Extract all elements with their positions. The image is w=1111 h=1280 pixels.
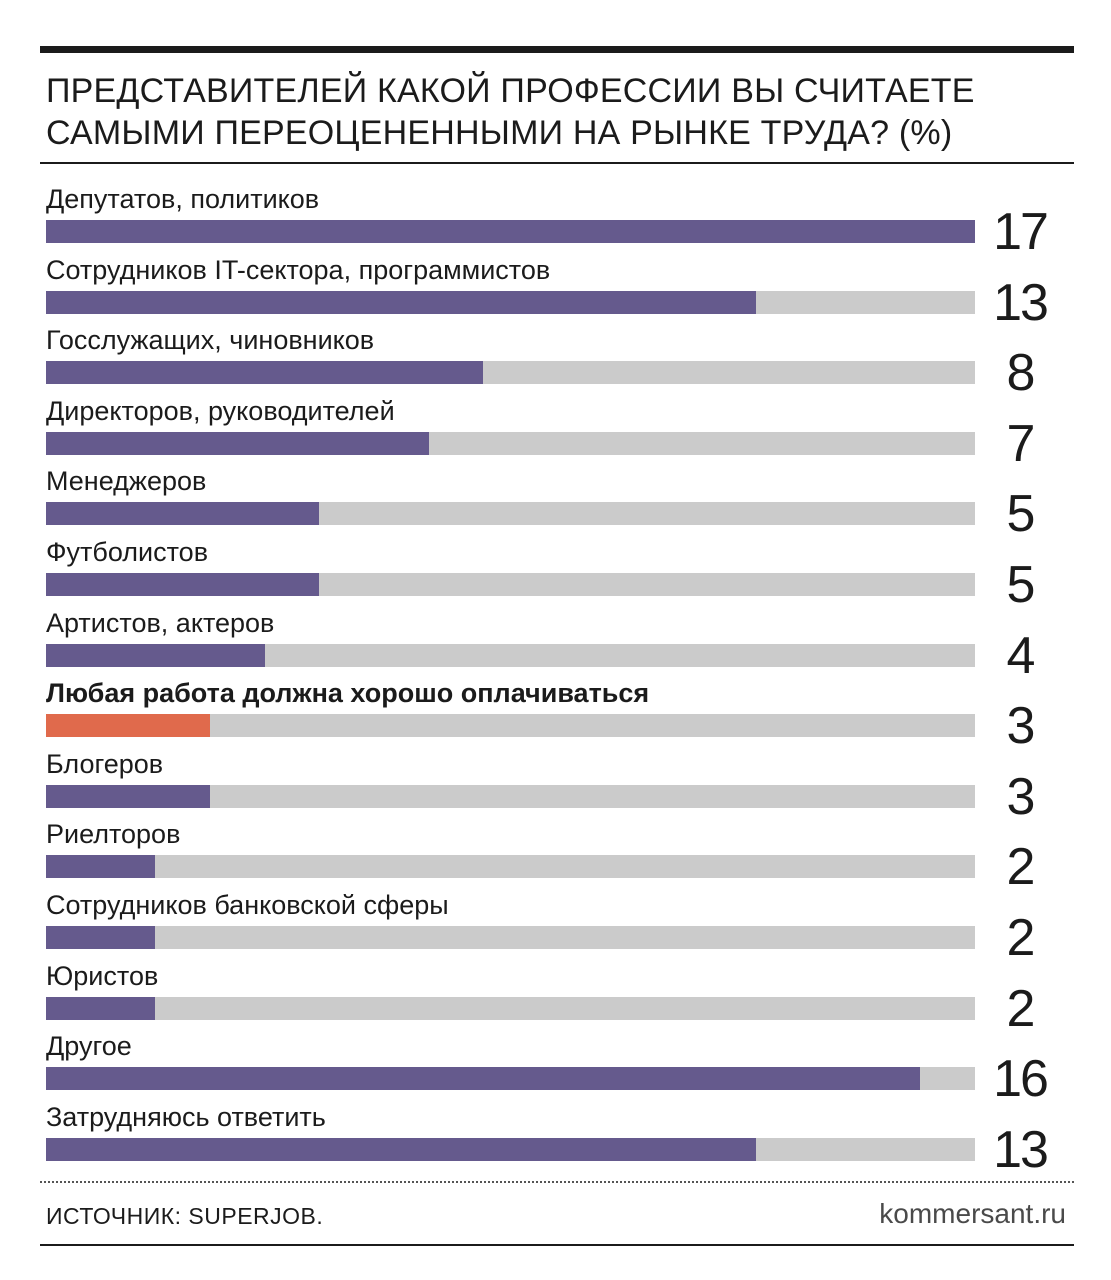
bar-value-label: 4 — [1006, 626, 1036, 685]
bar-value-label: 2 — [1006, 979, 1036, 1038]
site-link[interactable]: kommersant.ru — [879, 1198, 1066, 1229]
bar-track — [46, 996, 975, 1020]
bar-label: Блогеров — [46, 748, 164, 779]
bar — [46, 1137, 757, 1161]
bar-value-label: 3 — [1006, 697, 1036, 756]
bar-row: Менеджеров 5 — [0, 464, 1111, 542]
bar-row: Любая работа должна хорошо оплачиваться 3 — [0, 676, 1111, 754]
bar-value-label: 16 — [993, 1050, 1049, 1109]
bar-value-label: 2 — [1006, 909, 1036, 967]
bar-value-label: 5 — [1006, 556, 1036, 614]
bar-value-label: 3 — [1006, 767, 1036, 826]
footer-divider — [40, 1181, 1074, 1183]
bar-track — [46, 361, 975, 385]
bar — [46, 220, 975, 243]
bar — [46, 502, 320, 526]
bar — [46, 1067, 921, 1091]
bar-label: Сотрудников IT-сектора, программистов — [46, 254, 551, 285]
bar-label: Артистов, актеров — [46, 607, 275, 638]
bar — [46, 855, 156, 879]
bar-track — [46, 855, 975, 879]
bar-label: Риелторов — [46, 819, 181, 850]
bar-label: Менеджеров — [46, 466, 207, 497]
bar — [46, 643, 265, 667]
bar-value-label: 8 — [1006, 344, 1036, 403]
bar-label: Сотрудников банковской сферы — [46, 890, 449, 920]
bar-value-label: 13 — [993, 273, 1049, 332]
bar-row: Директоров, руководителей 7 — [0, 394, 1111, 472]
bar-label: Юристов — [46, 960, 159, 991]
bar-row: Блогеров 3 — [0, 747, 1111, 825]
bar-track — [46, 926, 975, 949]
bar-row: Сотрудников банковской сферы 2 — [0, 888, 1111, 966]
bar-value-label: 13 — [993, 1120, 1049, 1179]
bar-label: Госслужащих, чиновников — [46, 325, 375, 356]
bar-label: Депутатов, политиков — [46, 184, 320, 214]
bar-value-label: 7 — [1006, 414, 1036, 473]
bar-row: Депутатов, политиков 17 — [0, 182, 1111, 260]
bar-track — [46, 290, 975, 314]
bar — [46, 431, 429, 455]
bar-row: Затрудняюсь ответить 13 — [0, 1100, 1111, 1178]
title-rule — [40, 162, 1074, 164]
bar-row: Другое 16 — [0, 1029, 1111, 1107]
bar-label: Директоров, руководителей — [46, 395, 395, 426]
bar-row: Футболистов 5 — [0, 535, 1111, 613]
chart-title: ПРЕДСТАВИТЕЛЕЙ КАКОЙ ПРОФЕССИИ ВЫ СЧИТАЕ… — [46, 72, 975, 152]
bar-track — [46, 1137, 975, 1161]
bar-track — [46, 431, 975, 455]
bar-track — [46, 220, 975, 243]
top-rule — [40, 46, 1074, 53]
bar — [46, 290, 757, 314]
bar-track — [46, 784, 975, 808]
bar-track — [46, 1067, 975, 1091]
bar — [46, 784, 210, 808]
bar-row: Риелторов 2 — [0, 817, 1111, 895]
bar-row: Госслужащих, чиновников 8 — [0, 323, 1111, 401]
source-credit: ИСТОЧНИК: SUPERJOB. — [46, 1203, 324, 1229]
bottom-rule — [40, 1244, 1074, 1246]
bar-row: Артистов, актеров 4 — [0, 606, 1111, 684]
bar — [46, 573, 320, 596]
bar-label: Футболистов — [46, 537, 209, 567]
bar-label: Затрудняюсь ответить — [46, 1101, 326, 1132]
bar — [46, 926, 156, 949]
bar-value-label: 17 — [993, 203, 1049, 261]
bar-label: Другое — [46, 1031, 132, 1062]
bar-value-label: 2 — [1006, 838, 1036, 897]
bar-track — [46, 643, 975, 667]
highlight-bar — [46, 714, 210, 738]
bar-track — [46, 502, 975, 526]
bar-row: Юристов 2 — [0, 959, 1111, 1037]
bar — [46, 361, 484, 385]
bar — [46, 996, 156, 1020]
bar-track — [46, 573, 975, 596]
bar-row: Сотрудников IT-сектора, программистов 13 — [0, 253, 1111, 331]
bar-label: Любая работа должна хорошо оплачиваться — [46, 678, 650, 709]
bar-value-label: 5 — [1006, 485, 1036, 544]
bar-track — [46, 714, 975, 738]
